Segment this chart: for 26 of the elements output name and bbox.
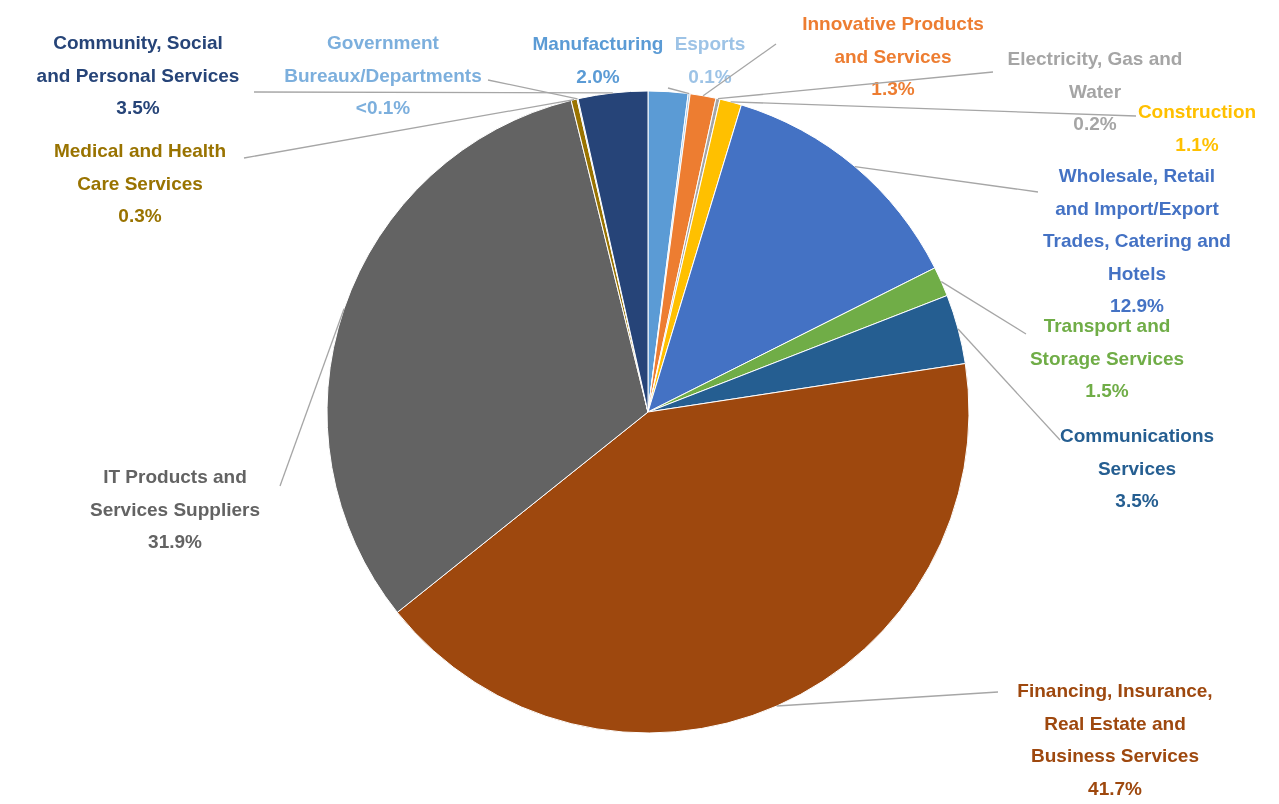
slice-label: Government Bureaux/Departments xyxy=(284,32,482,86)
data-label: 0.3% xyxy=(118,205,162,227)
data-label: 1.1% xyxy=(1175,133,1219,155)
data-label: 1.5% xyxy=(1085,380,1129,402)
data-label: 0.1% xyxy=(688,65,732,87)
slice-label: Communications Services xyxy=(1059,425,1215,479)
data-label: <0.1% xyxy=(355,97,411,119)
slice-label: Construction xyxy=(1137,101,1257,123)
data-label: 1.3% xyxy=(871,78,915,100)
slice-label: Innovative Products and Services xyxy=(802,13,984,67)
slice-label: Community, Social and Personal Services xyxy=(36,32,240,86)
data-label: 3.5% xyxy=(1115,490,1159,512)
slice-label: Electricity, Gas and Water xyxy=(1007,48,1183,102)
slice-label: IT Products and Services Suppliers xyxy=(89,466,261,520)
slice-label: Manufacturing xyxy=(532,33,664,55)
slice-label: Wholesale, Retail and Import/Export Trades, Catering and Hotels xyxy=(1043,165,1231,284)
data-label: 12.9% xyxy=(1110,295,1165,317)
data-label: 3.5% xyxy=(116,97,160,119)
slice-label: Transport and Storage Services xyxy=(1029,315,1185,369)
slice-label: Financing, Insurance, Real Estate and Business Services xyxy=(1017,680,1213,767)
slice-label: Medical and Health Care Services xyxy=(53,140,227,194)
data-label: 0.2% xyxy=(1073,113,1117,135)
slice-label: Esports xyxy=(674,33,746,55)
data-label: 41.7% xyxy=(1088,777,1143,799)
data-label: 31.9% xyxy=(148,531,203,553)
data-label: 2.0% xyxy=(576,65,620,87)
